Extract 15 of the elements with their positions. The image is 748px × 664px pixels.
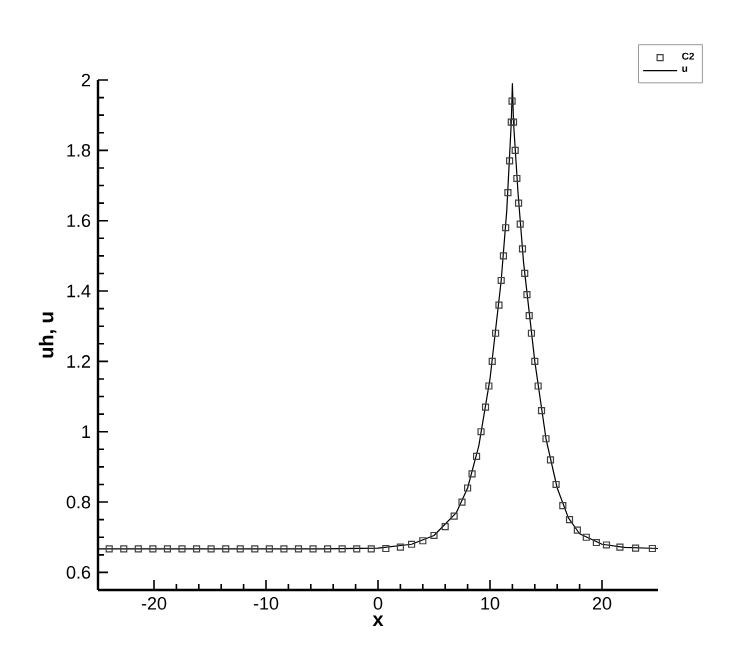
y-tick-label: 2 — [81, 73, 91, 87]
y-tick-label: 0.8 — [66, 495, 91, 509]
y-tick-label: 1.6 — [67, 214, 91, 228]
y-tick-label: 1.2 — [67, 355, 91, 368]
y-tick-label: 1.4 — [67, 284, 91, 298]
y-tick-label: 0.6 — [66, 566, 91, 579]
x-axis-title: x — [372, 615, 384, 626]
y-tick-label: 1.8 — [67, 143, 91, 157]
x-tick-label: 10 — [481, 597, 500, 610]
x-tick-label: -10 — [253, 597, 279, 610]
x-tick-label: 0 — [373, 597, 383, 610]
y-axis-title: uh, u — [38, 312, 57, 358]
x-tick-label: -20 — [141, 597, 167, 610]
x-tick-label: 20 — [592, 597, 612, 610]
y-tick-label: 1 — [82, 425, 91, 438]
